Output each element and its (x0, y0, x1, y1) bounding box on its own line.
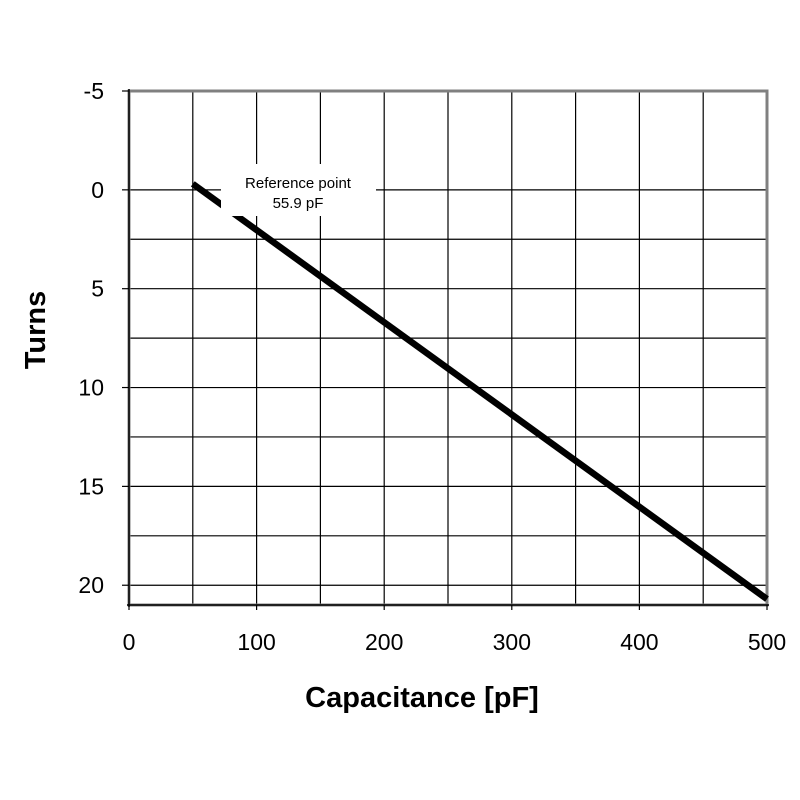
y-tick-label: 10 (78, 375, 104, 401)
y-tick-label: 0 (91, 177, 104, 203)
x-tick-label: 500 (748, 629, 786, 655)
y-tick-label: 20 (78, 572, 104, 598)
y-tick-labels: -5 0 5 10 15 20 (78, 78, 104, 598)
y-tick-label: 5 (91, 276, 104, 302)
series-line (190, 181, 769, 602)
annotation-box (221, 164, 376, 216)
annotation-label: Reference point (245, 175, 352, 192)
x-axis-title: Capacitance [pF] (305, 682, 539, 714)
y-tick-label: 15 (78, 473, 104, 499)
x-tick-labels: 0 100 200 300 400 500 (123, 629, 787, 655)
grid-lines (129, 91, 767, 605)
y-axis-title: Turns (20, 291, 52, 369)
x-tick-label: 300 (493, 629, 531, 655)
annotation-value: 55.9 pF (273, 195, 324, 212)
x-tick-label: 100 (237, 629, 275, 655)
reference-point-annotation: Reference point 55.9 pF (221, 164, 376, 216)
y-tick-label: -5 (84, 78, 104, 104)
x-tick-label: 400 (620, 629, 658, 655)
series-layer (190, 181, 769, 602)
x-tick-label: 200 (365, 629, 403, 655)
x-tick-label: 0 (123, 629, 136, 655)
axes (122, 89, 769, 610)
